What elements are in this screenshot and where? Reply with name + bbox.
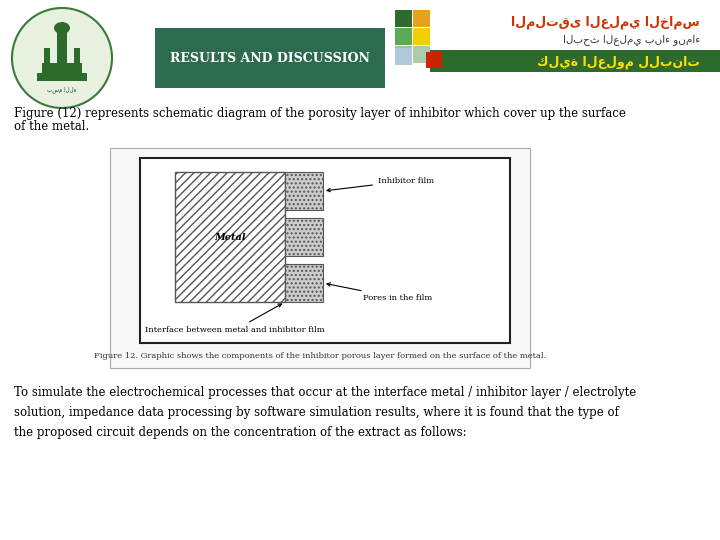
Bar [395,46,412,63]
Text: solution, impedance data processing by software simulation results, where it is : solution, impedance data processing by s… [14,406,619,419]
Text: RESULTS AND DISCUSSION: RESULTS AND DISCUSSION [170,51,370,64]
Bar [413,10,430,27]
Bar [413,28,430,45]
Text: Pores in the film: Pores in the film [327,283,432,302]
Text: Metal: Metal [214,233,246,241]
Bar [37,73,87,81]
Text: Figure 12. Graphic shows the components of the inhibitor porous layer formed on : Figure 12. Graphic shows the components … [94,352,546,360]
Text: To simulate the electrochemical processes that occur at the interface metal / in: To simulate the electrochemical processe… [14,386,636,399]
Bar [42,63,82,73]
Bar [285,172,323,210]
Bar [175,172,285,302]
Bar [59,48,65,63]
Bar [110,148,530,368]
Bar [395,28,412,45]
Text: Interface between metal and inhibitor film: Interface between metal and inhibitor fi… [145,304,325,334]
Bar [430,50,720,72]
Bar [285,218,323,256]
Bar [57,28,67,63]
Text: the proposed circuit depends on the concentration of the extract as follows:: the proposed circuit depends on the conc… [14,426,467,439]
Text: بسم الله: بسم الله [48,86,77,93]
Bar [74,48,80,63]
Text: Inhibitor film: Inhibitor film [327,177,434,192]
Circle shape [12,8,112,108]
Text: الملتقى العلمي الخامس: الملتقى العلمي الخامس [511,15,700,29]
Text: of the metal.: of the metal. [14,120,89,133]
Bar [395,10,412,27]
Bar [395,48,412,65]
Text: Figure (12) represents schematic diagram of the porosity layer of inhibitor whic: Figure (12) represents schematic diagram… [14,107,626,120]
Bar [155,28,385,88]
Text: البحث العلمي بناء ونماء: البحث العلمي بناء ونماء [563,35,700,45]
Bar [426,52,442,68]
Bar [413,46,430,63]
Bar [285,264,323,302]
Bar [44,48,50,63]
Text: كلية العلوم للبنات: كلية العلوم للبنات [537,55,700,69]
Ellipse shape [54,22,70,34]
Bar [140,158,510,343]
